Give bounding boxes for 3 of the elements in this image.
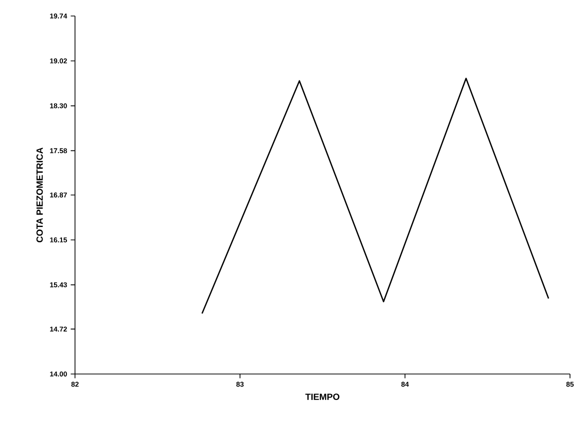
line-series xyxy=(201,78,550,314)
y-axis-title: COTA PIEZOMETRICA xyxy=(36,148,43,242)
x-axis-title: TIEMPO xyxy=(305,394,340,400)
